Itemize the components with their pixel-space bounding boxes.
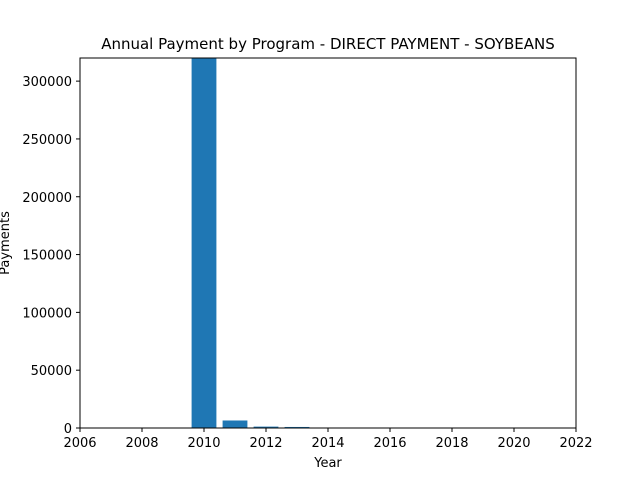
plot-frame bbox=[79, 57, 577, 429]
y-tick-label: 150000 bbox=[22, 249, 72, 264]
y-axis-label: Payments bbox=[0, 211, 13, 275]
x-tick-label: 2012 bbox=[249, 436, 282, 451]
x-tick-label: 2010 bbox=[187, 436, 220, 451]
y-tick-label: 200000 bbox=[22, 191, 72, 206]
y-tick-label: 300000 bbox=[22, 75, 72, 90]
bar-2011 bbox=[222, 420, 248, 428]
x-tick-label: 2022 bbox=[559, 436, 592, 451]
y-tick-label: 0 bbox=[64, 422, 72, 437]
y-tick-label: 250000 bbox=[22, 133, 72, 148]
x-tick-label: 2014 bbox=[311, 436, 344, 451]
x-tick-label: 2020 bbox=[497, 436, 530, 451]
x-tick-label: 2006 bbox=[63, 436, 96, 451]
bars-group bbox=[191, 58, 310, 428]
x-tick-label: 2018 bbox=[435, 436, 468, 451]
bar-2013 bbox=[284, 426, 310, 428]
bar-2010 bbox=[191, 58, 217, 428]
x-tick-label: 2016 bbox=[373, 436, 406, 451]
y-tick-label: 50000 bbox=[31, 364, 72, 379]
bar-2012 bbox=[253, 426, 279, 428]
y-axis: 0 50000 100000 150000 200000 250000 300000 bbox=[22, 75, 80, 437]
chart-title: Annual Payment by Program - DIRECT PAYME… bbox=[101, 35, 555, 53]
x-axis-label: Year bbox=[313, 456, 342, 471]
x-axis: 2006 2008 2010 2012 2014 2016 2018 2020 2022 bbox=[63, 428, 593, 451]
y-tick-label: 100000 bbox=[22, 306, 72, 321]
x-tick-label: 2008 bbox=[125, 436, 158, 451]
